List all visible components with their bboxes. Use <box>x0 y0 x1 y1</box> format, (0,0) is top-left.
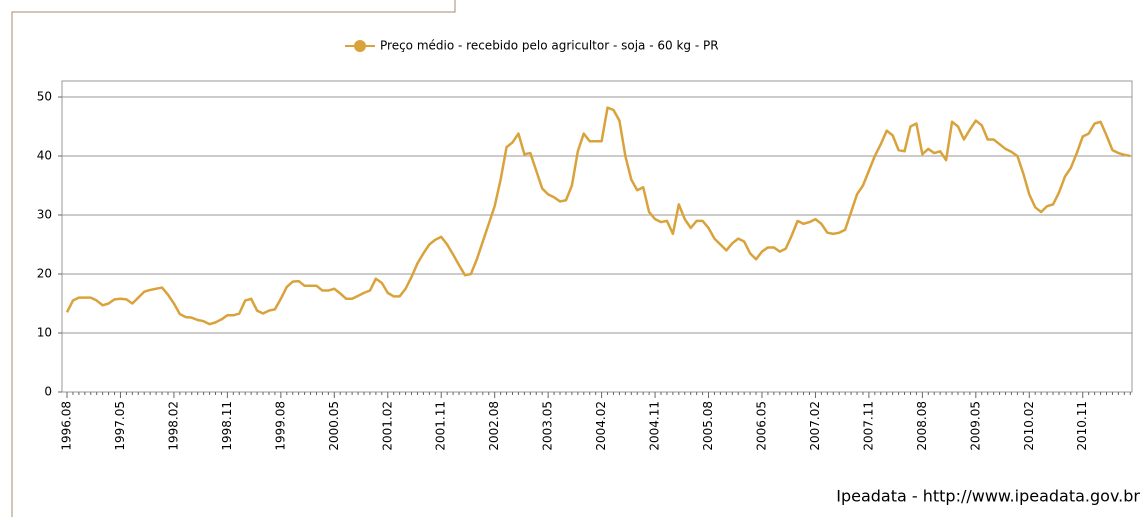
x-tick-label: 2006.05 <box>754 401 768 451</box>
y-tick-label: 10 <box>37 326 52 340</box>
x-tick-label: 2007.02 <box>808 401 822 451</box>
x-tick-label: 2007.11 <box>861 401 875 451</box>
legend-label: Preço médio - recebido pelo agricultor -… <box>380 39 719 53</box>
x-tick-label: 2002.08 <box>487 401 501 451</box>
x-tick-label: 2003.05 <box>541 401 555 451</box>
x-tick-label: 1996.08 <box>60 401 74 451</box>
x-tick-label: 2001.02 <box>380 401 394 451</box>
line <box>65 106 1131 326</box>
x-tick-label: 1998.02 <box>166 401 180 451</box>
x-tick-label: 1999.08 <box>273 401 287 451</box>
y-tick-label: 50 <box>37 90 52 104</box>
x-tick-label: 2008.08 <box>915 401 929 451</box>
y-tick-label: 40 <box>37 149 52 163</box>
x-tick-label: 1997.05 <box>113 401 127 451</box>
page-frame <box>11 0 456 517</box>
x-tick-label: 2000.05 <box>327 401 341 451</box>
x-tick-label: 2005.08 <box>701 401 715 451</box>
legend-marker <box>354 40 366 52</box>
x-tick-label: 2009.05 <box>968 401 982 451</box>
x-tick-label: 2004.02 <box>594 401 608 451</box>
x-tick-label: 1998.11 <box>220 401 234 451</box>
x-tick-label: 2010.11 <box>1075 401 1089 451</box>
footer: Ipeadata - http://www.ipeadata.gov.br <box>836 487 1140 506</box>
y-tick-label: 30 <box>37 208 52 222</box>
x-tick-label: 2010.02 <box>1022 401 1036 451</box>
x-tick-label: 2004.11 <box>648 401 662 451</box>
y-tick-label: 20 <box>37 267 52 281</box>
x-tick-label: 2001.11 <box>434 401 448 451</box>
y-tick-label: 0 <box>44 385 52 399</box>
